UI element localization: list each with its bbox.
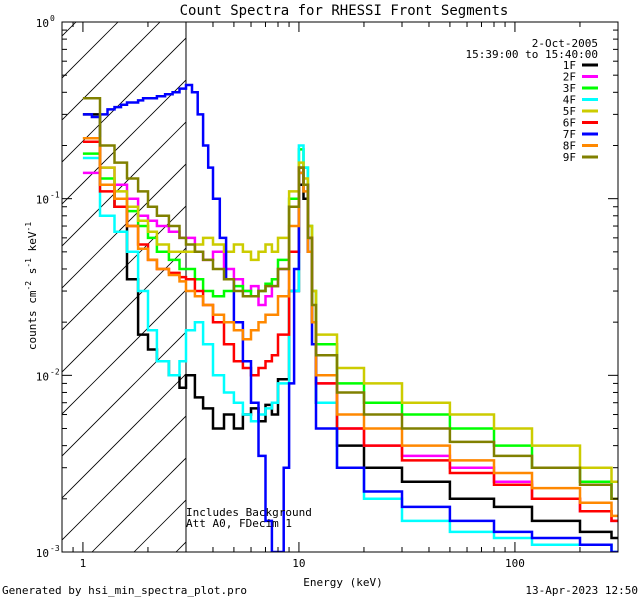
legend-label-6F: 6F	[563, 117, 576, 130]
y-tick-exponent: -1	[50, 191, 60, 200]
hatch-line	[62, 205, 186, 331]
footer-generated-by: Generated by hsi_min_spectra_plot.pro	[2, 584, 247, 597]
y-tick-exponent: -3	[50, 544, 60, 553]
hatch-line	[62, 163, 186, 289]
x-axis-label: Energy (keV)	[303, 576, 382, 589]
y-tick-label: 10	[36, 370, 49, 383]
legend-date: 2-Oct-2005	[532, 37, 598, 50]
x-tick-label: 10	[292, 557, 305, 570]
axis-ticks	[61, 21, 619, 553]
hatch-line	[0, 0, 104, 552]
y-axis-label-unit: keV	[26, 231, 39, 258]
background-hatch-region	[0, 0, 640, 552]
legend-label-9F: 9F	[563, 151, 576, 164]
annotation-background: Includes Background	[186, 506, 312, 519]
legend-label-3F: 3F	[563, 82, 576, 95]
legend-label-4F: 4F	[563, 94, 576, 107]
y-axis-label-sup2: -1	[24, 258, 33, 268]
legend: 2-Oct-2005 15:39:00 to 15:40:00 1F2F3F4F…	[466, 37, 598, 164]
plot-frame	[61, 21, 619, 553]
series-line-6F	[82, 140, 618, 523]
hatch-line	[218, 0, 640, 552]
y-axis-label: counts cm-2 s-1 keV-1	[24, 222, 39, 350]
y-tick-base: 10	[36, 194, 49, 207]
y-tick-label: 10	[36, 547, 49, 560]
hatch-line	[62, 37, 186, 163]
series-line-5F	[82, 136, 618, 483]
annotation-attenuator: Att A0, FDecim 1	[186, 517, 292, 530]
y-tick-label: 10	[36, 17, 49, 30]
series-layer	[82, 22, 618, 552]
legend-label-1F: 1F	[563, 59, 576, 72]
legend-label-8F: 8F	[563, 140, 576, 153]
legend-label-2F: 2F	[563, 71, 576, 84]
hatch-line	[62, 289, 186, 415]
y-tick-base: 10	[36, 17, 49, 30]
series-line-1F	[82, 113, 618, 540]
legend-label-7F: 7F	[563, 128, 576, 141]
x-tick-label: 1	[80, 557, 87, 570]
y-tick-base: 10	[36, 370, 49, 383]
hatch-line	[62, 22, 161, 121]
series-line-8F	[82, 136, 618, 518]
legend-time-range: 15:39:00 to 15:40:00	[466, 48, 598, 61]
series-line-7F	[82, 83, 618, 552]
y-axis-label-sup3: -1	[24, 222, 33, 232]
series-line-4F	[82, 144, 618, 552]
hatch-line	[62, 79, 186, 205]
hatch-line	[62, 247, 186, 373]
series-line-9F	[82, 97, 618, 501]
x-tick-label: 100	[505, 557, 525, 570]
hatch-line	[62, 373, 186, 499]
hatch-line	[62, 415, 186, 541]
legend-label-5F: 5F	[563, 105, 576, 118]
y-axis-label-base: counts cm	[26, 290, 39, 350]
hatch-line	[62, 331, 186, 457]
y-axis-label-mid: s	[26, 268, 39, 281]
footer-timestamp: 13-Apr-2023 12:50	[525, 584, 638, 597]
chart-title: Count Spectra for RHESSI Front Segments	[180, 3, 509, 19]
x-tick-labels: 1 10 100	[80, 557, 525, 570]
y-tick-base: 10	[36, 547, 49, 560]
y-tick-exponent: -2	[50, 367, 60, 376]
y-axis-label-sup1: -2	[24, 281, 33, 291]
hatch-line	[62, 22, 119, 79]
y-tick-exponent: 0	[50, 14, 55, 23]
y-tick-label: 10	[36, 194, 49, 207]
hatch-line	[62, 22, 77, 37]
